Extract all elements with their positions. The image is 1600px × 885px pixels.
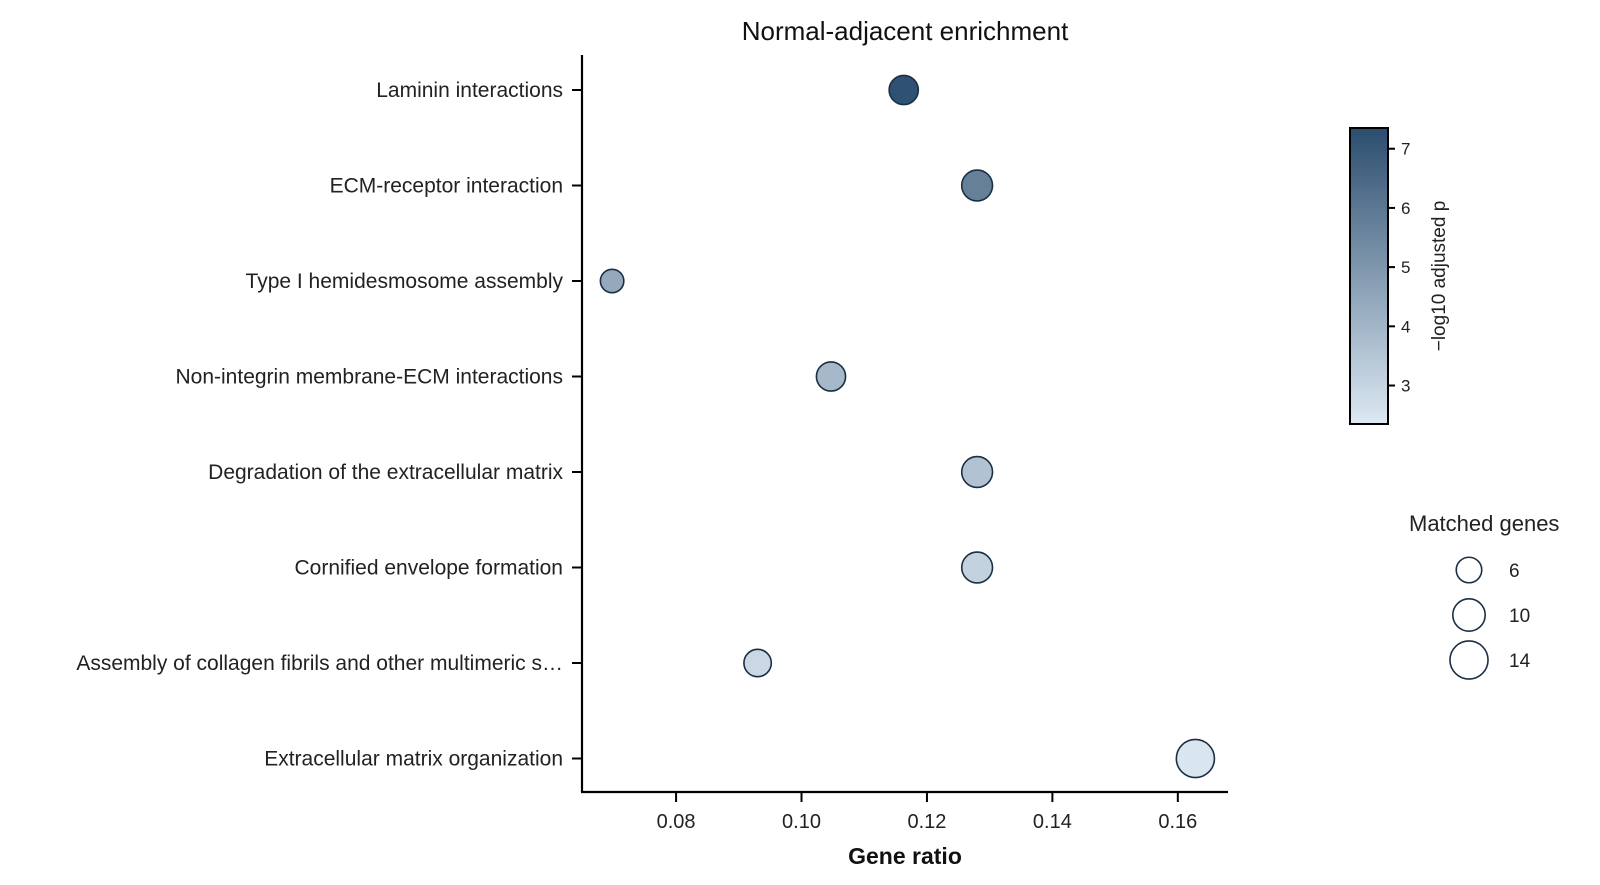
data-point (960, 551, 994, 584)
x-tick-label: 0.16 (1158, 811, 1197, 833)
size-legend-circle (1449, 640, 1489, 680)
size-legend-label: 10 (1509, 606, 1530, 627)
y-tick-label: Type I hemidesmosome assembly (246, 270, 564, 293)
colorbar-gradient (1349, 127, 1389, 425)
size-legend: Matched genes 6 10 14 (1409, 511, 1559, 680)
colorbar-tick-label: 4 (1401, 317, 1410, 336)
x-tick-label: 0.14 (1033, 811, 1072, 833)
y-tick-label: ECM-receptor interaction (330, 175, 563, 198)
colorbar-tick-label: 6 (1401, 199, 1410, 218)
data-point (599, 268, 625, 294)
colorbar-ticks: 3 4 5 6 7 (1388, 140, 1410, 396)
data-point (888, 74, 920, 106)
x-axis-ticks: 0.08 0.10 0.12 0.14 0.16 (657, 792, 1197, 833)
data-point (1175, 738, 1216, 779)
data-points (599, 74, 1216, 779)
y-tick-label: Laminin interactions (376, 79, 563, 102)
x-tick-label: 0.12 (907, 811, 946, 833)
data-point (960, 169, 994, 202)
y-tick-label: Extracellular matrix organization (264, 748, 563, 771)
size-legend-circle (1455, 556, 1483, 584)
chart-title: Normal-adjacent enrichment (742, 16, 1069, 46)
y-tick-label: Cornified envelope formation (295, 557, 564, 580)
y-tick-label: Non-integrin membrane-ECM interactions (176, 366, 564, 389)
data-point (960, 455, 994, 489)
size-legend-circle (1451, 597, 1487, 633)
data-point (815, 361, 847, 392)
x-tick-label: 0.10 (782, 811, 821, 833)
colorbar-tick-label: 5 (1401, 258, 1410, 277)
size-legend-label: 6 (1509, 561, 1520, 582)
y-axis-labels: Laminin interactions ECM-receptor interac… (76, 79, 582, 771)
colorbar-tick-label: 7 (1401, 140, 1410, 159)
y-tick-label: Degradation of the extracellular matrix (208, 461, 563, 484)
size-legend-items: 6 10 14 (1449, 556, 1531, 680)
x-tick-label: 0.08 (657, 811, 696, 833)
colorbar-label: −log10 adjusted p (1429, 201, 1450, 352)
size-legend-label: 14 (1509, 651, 1531, 672)
x-axis-label: Gene ratio (848, 843, 962, 869)
colorbar: 3 4 5 6 7 −log10 adjusted p (1349, 127, 1450, 425)
y-tick-label: Assembly of collagen fibrils and other m… (76, 652, 563, 675)
colorbar-tick-label: 3 (1401, 377, 1410, 396)
size-legend-title: Matched genes (1409, 511, 1559, 536)
data-point (743, 648, 773, 678)
